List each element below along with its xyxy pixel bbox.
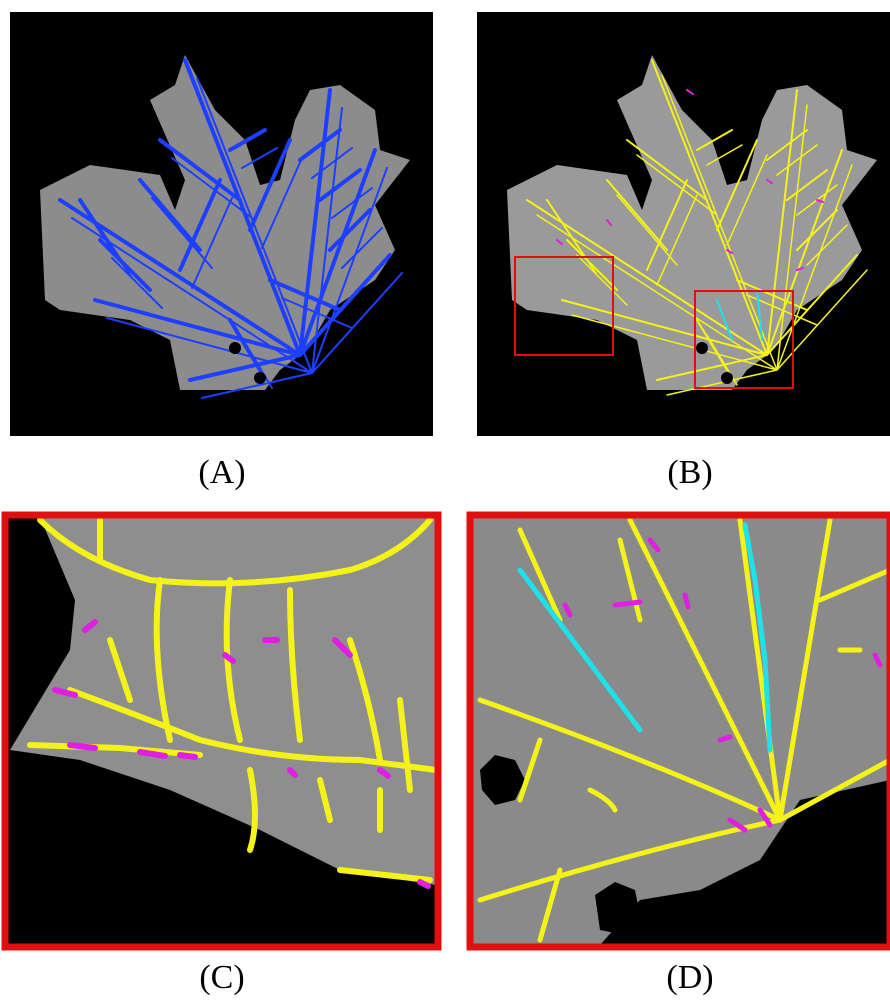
panel-a (10, 12, 433, 436)
panel-label: (B) (667, 454, 712, 491)
panel-label: (A) (198, 454, 245, 491)
panel-label: (D) (666, 959, 713, 996)
hole (254, 372, 266, 384)
hole (696, 342, 708, 354)
panel-c (5, 515, 438, 947)
panel-d (470, 515, 890, 947)
figure: (A) (B) (C) (0, 0, 890, 1000)
hole (721, 372, 733, 384)
panel-b (477, 12, 890, 436)
panel-label: (C) (199, 959, 244, 996)
hole (229, 342, 241, 354)
